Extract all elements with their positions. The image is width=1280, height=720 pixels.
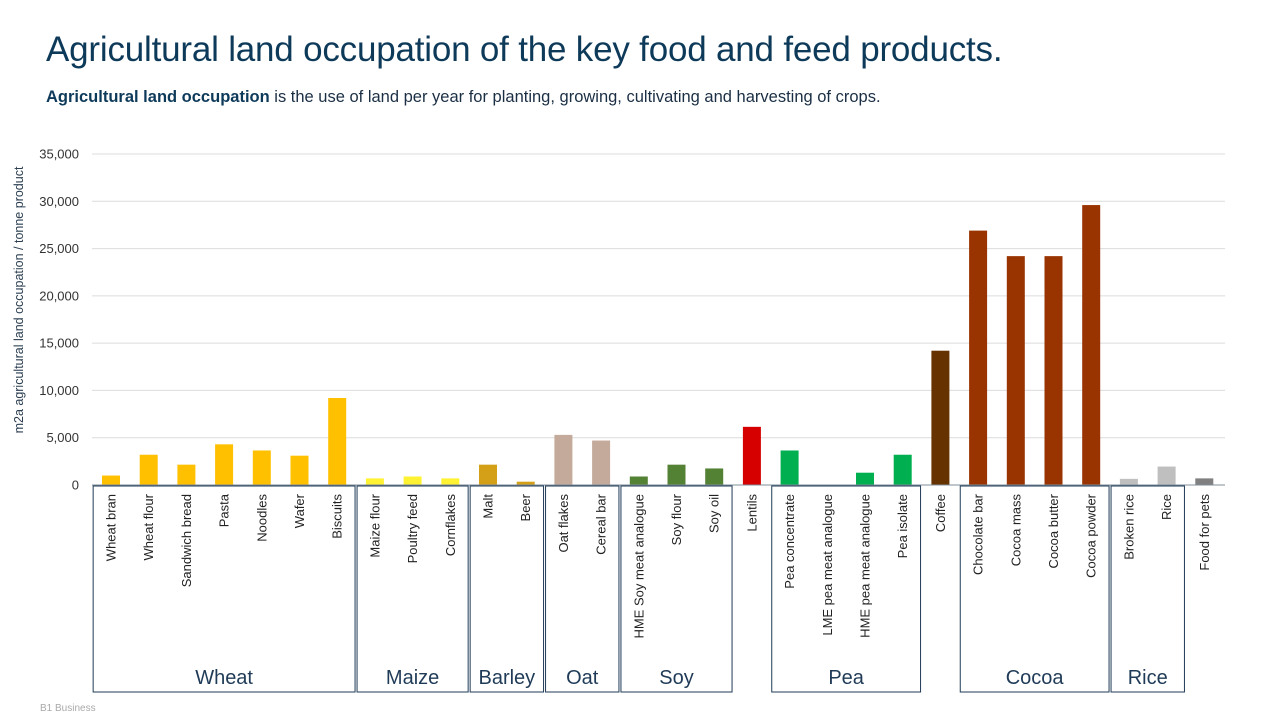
x-tick-label: HME Soy meat analogue [631, 494, 646, 639]
bar [893, 454, 912, 485]
bar [290, 455, 309, 485]
footer-label: B1 Business [40, 703, 96, 714]
category-groups: Wheat Maize Barley Oat Soy Pea Cocoa Rice [92, 485, 1185, 693]
x-tick-label: Chocolate bar [971, 493, 986, 575]
x-tick-label: Cocoa butter [1046, 493, 1061, 568]
bar [856, 472, 874, 485]
group-box [356, 485, 469, 693]
bar [403, 476, 422, 485]
bar [441, 478, 460, 485]
bar [177, 464, 196, 485]
x-tick-label: Cocoa mass [1008, 494, 1023, 567]
bar [629, 476, 648, 485]
bar [592, 440, 611, 485]
x-tick-label: Lentils [744, 494, 759, 532]
x-tick-label: Cornflakes [443, 494, 458, 557]
bar [705, 468, 724, 485]
x-tick-label: Wheat flour [141, 493, 156, 560]
bar [969, 230, 988, 485]
x-tick-label: Oat flakes [556, 494, 571, 553]
x-tick-label: Pasta [217, 493, 232, 527]
bar [215, 444, 234, 485]
group-box [469, 485, 545, 693]
bar [554, 434, 573, 485]
x-tick-label: Malt [481, 494, 496, 519]
bar [365, 478, 384, 485]
bar [1006, 256, 1025, 485]
bar [1082, 205, 1101, 485]
group-label: Rice [1128, 667, 1168, 689]
x-tick-label: Soy oil [707, 494, 722, 533]
group-box [959, 485, 1110, 693]
group-label: Pea [828, 667, 864, 689]
group-label: Wheat [195, 667, 253, 689]
bar [667, 464, 686, 485]
group-label: Barley [478, 667, 535, 689]
y-axis-ticks: 0 5,000 10,000 15,000 20,000 25,000 30,000 35,0… [39, 147, 79, 493]
page-subtitle: Agricultural land occupation is the use … [46, 88, 881, 107]
x-tick-label: Wafer [292, 493, 307, 528]
x-tick-label: Poultry feed [405, 494, 420, 563]
x-tick-label: Rice [1159, 494, 1174, 520]
x-tick-label: Cereal bar [594, 493, 609, 554]
group-box [620, 485, 733, 693]
bar [139, 454, 158, 485]
x-tick-label: Food for pets [1197, 494, 1212, 571]
x-tick-label: Maize flour [367, 493, 382, 557]
bar [931, 350, 950, 485]
group-label: Maize [386, 667, 439, 689]
bar [102, 475, 120, 485]
y-tick-label: 5,000 [46, 430, 79, 445]
bar [780, 450, 799, 485]
group-box [771, 485, 922, 693]
group-label: Cocoa [1006, 667, 1065, 689]
bars [102, 205, 1214, 485]
group-box [92, 485, 356, 693]
x-tick-label: Beer [518, 493, 533, 521]
y-tick-label: 25,000 [39, 241, 79, 256]
x-tick-label: Broken rice [1121, 494, 1136, 560]
x-tick-label: Pea isolate [895, 494, 910, 558]
bar [1195, 478, 1214, 485]
x-tick-label: Soy flour [669, 493, 684, 545]
bar [252, 450, 271, 485]
group-label: Oat [566, 667, 599, 689]
page-title: Agricultural land occupation of the key … [46, 30, 1003, 69]
bar [1157, 466, 1176, 485]
group-label: Soy [659, 667, 693, 689]
bar [1119, 478, 1138, 485]
x-tick-label: Cocoa powder [1084, 493, 1099, 577]
x-axis-labels: Wheat bran Wheat flour Sandwich bread Pasta… [104, 493, 1212, 638]
x-tick-label: Coffee [933, 494, 948, 532]
x-tick-label: Biscuits [330, 494, 345, 539]
x-tick-label: Wheat bran [104, 494, 119, 561]
subtitle-definition: is the use of land per year for planting… [269, 88, 881, 106]
x-tick-label: Sandwich bread [179, 494, 194, 587]
x-tick-label: Noodles [254, 494, 269, 542]
bar [516, 481, 535, 485]
y-tick-label: 15,000 [39, 336, 79, 351]
bar [479, 464, 497, 485]
group-box [545, 485, 620, 693]
bar [742, 426, 761, 485]
y-tick-label: 0 [72, 478, 79, 493]
subtitle-term: Agricultural land occupation [46, 88, 270, 106]
x-tick-label: Pea concentrate [782, 494, 797, 589]
y-tick-label: 10,000 [39, 383, 79, 398]
y-tick-label: 30,000 [39, 194, 79, 209]
y-tick-label: 20,000 [39, 288, 79, 303]
y-tick-label: 35,000 [39, 147, 79, 162]
gridlines [92, 153, 1225, 439]
x-tick-label: HME pea meat analogue [858, 494, 873, 638]
x-tick-label: LME pea meat analogue [820, 494, 835, 636]
group-box [1110, 485, 1185, 693]
bar [1044, 256, 1063, 485]
y-axis-label: m2a agricultural land occupation / tonne… [12, 166, 26, 433]
bar [328, 397, 347, 485]
